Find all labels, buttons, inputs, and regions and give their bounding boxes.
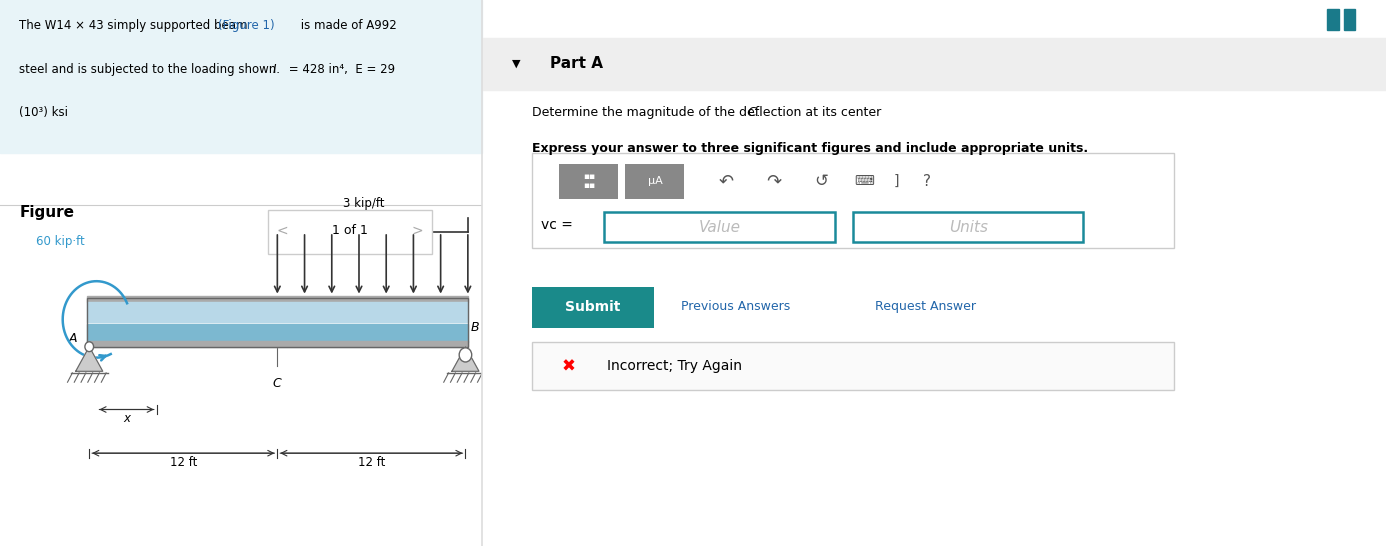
Text: I: I [273,63,276,76]
Text: The W14 × 43 simply supported beam: The W14 × 43 simply supported beam [19,19,251,32]
Text: Express your answer to three significant figures and include appropriate units.: Express your answer to three significant… [532,142,1088,155]
Circle shape [85,342,94,352]
Bar [559,164,618,199]
Bar [1328,9,1339,30]
Text: ↷: ↷ [766,173,782,190]
Text: ↶: ↶ [719,173,733,190]
Text: A: A [69,332,78,345]
Bar [532,153,1174,248]
Bar [604,212,834,242]
Text: Units: Units [949,219,988,235]
Circle shape [459,348,471,362]
Text: Part A: Part A [550,56,603,71]
Text: Incorrect; Try Again: Incorrect; Try Again [607,359,742,373]
Text: ▼: ▼ [513,58,521,68]
Text: = 428 in⁴,  E = 29: = 428 in⁴, E = 29 [284,63,395,76]
Bar [87,324,468,342]
Text: Submit: Submit [565,300,621,314]
Text: x: x [123,412,130,425]
Text: 1 of 1: 1 of 1 [331,224,367,237]
Text: <: < [276,223,288,238]
Text: ▪▪
▪▪: ▪▪ ▪▪ [584,173,595,190]
Text: Request Answer: Request Answer [876,300,976,313]
Bar [267,210,431,254]
Text: ⌨: ⌨ [855,174,875,188]
Bar [87,298,468,347]
Bar [852,212,1084,242]
Text: Determine the magnitude of the deflection at its center: Determine the magnitude of the deflectio… [532,106,886,120]
Text: C: C [273,377,281,390]
Bar [87,302,468,322]
Bar [87,296,468,302]
Text: (Figure 1): (Figure 1) [218,19,274,32]
Text: >: > [412,223,423,238]
Text: C.: C. [532,106,761,120]
Text: ]: ] [894,174,900,188]
Text: is made of A992: is made of A992 [297,19,396,32]
Bar [625,164,683,199]
Bar [87,341,468,347]
Text: vᴄ =: vᴄ = [541,218,572,233]
Text: Figure: Figure [19,205,75,219]
Text: 12 ft: 12 ft [358,456,385,469]
Text: Previous Answers: Previous Answers [681,300,790,313]
Text: Value: Value [699,219,742,235]
Bar [1343,9,1356,30]
Polygon shape [76,347,103,371]
Text: ?: ? [923,174,931,189]
Bar [532,287,654,328]
Text: ↺: ↺ [814,173,829,190]
Text: steel and is subjected to the loading shown.: steel and is subjected to the loading sh… [19,63,284,76]
Bar [532,342,1174,390]
Text: B: B [470,321,480,334]
Text: 60 kip·ft: 60 kip·ft [36,235,85,248]
Polygon shape [452,347,480,371]
Bar [482,38,1386,90]
Text: 12 ft: 12 ft [169,456,197,469]
Text: μA: μA [647,176,663,186]
Text: ✖: ✖ [561,358,575,375]
Text: 3 kip/ft: 3 kip/ft [344,197,385,210]
Text: (10³) ksi: (10³) ksi [19,106,68,120]
Bar [0,0,482,153]
